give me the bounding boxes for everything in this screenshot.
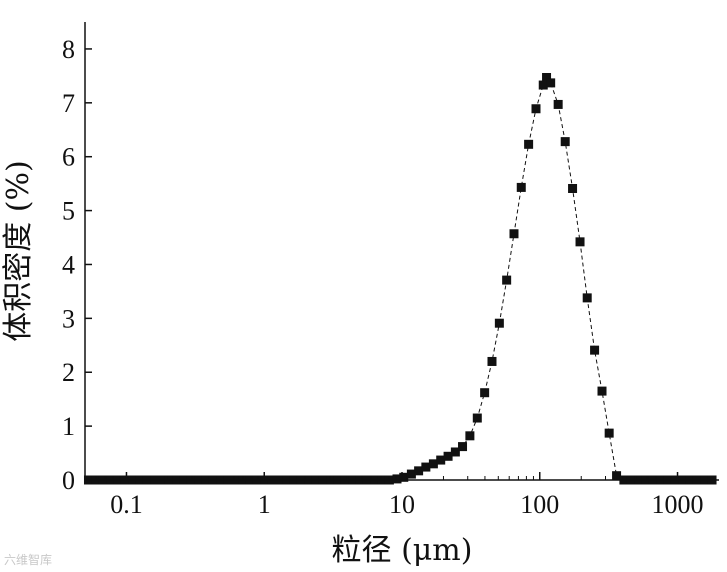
data-point [414,466,424,476]
data-point [436,455,446,465]
data-point [546,78,556,88]
data-point [480,388,490,398]
data-point [597,386,607,396]
data-point [542,72,552,82]
data-point [524,139,534,149]
y-tick-label: 5 [62,197,75,226]
data-point [582,293,592,303]
data-point [604,428,614,438]
data-point [612,471,622,481]
data-point [487,356,497,366]
axes [84,22,719,481]
y-tick-label: 1 [62,412,75,441]
y-tick-label: 6 [62,143,75,172]
data-point [590,345,600,355]
data-point [531,104,541,114]
data-point [465,431,475,441]
data-point [443,451,453,461]
data-point [494,318,504,328]
y-tick-label: 0 [62,466,75,495]
data-point [458,442,468,452]
data-point [472,413,482,423]
y-tick-label: 3 [62,304,75,333]
data-point [560,137,570,147]
x-tick-label: 100 [520,490,559,519]
data-point [406,469,416,479]
data-point [428,459,438,469]
data-point [568,183,578,193]
x-tick-label: 1000 [652,490,704,519]
y-tick-label: 8 [62,35,75,64]
data-point [516,182,526,192]
watermark-logo: 六维智库 [4,553,53,567]
x-tick-label: 0.1 [110,490,143,519]
tick-marks [85,48,679,481]
x-axis-title: 粒径 (μm) [332,533,473,568]
plot-area [83,72,717,485]
y-tick-label: 4 [62,250,75,279]
y-tick-label: 2 [62,358,75,387]
data-point [421,462,431,472]
y-tick-label: 7 [62,89,75,118]
data-point [575,237,585,247]
data-point [538,80,548,90]
data-point [450,447,460,457]
x-tick-label: 1 [258,490,271,519]
tick-labels: 0 1 2 3 4 5 6 7 8 0.1 1 10 100 1000 [62,35,704,519]
data-point [399,472,409,482]
data-point [392,474,402,484]
series-line [88,76,713,481]
data-point [509,229,519,239]
x-tick-label: 10 [389,490,415,519]
data-point [553,99,563,109]
data-point [502,275,512,285]
y-axis-title: 体积密度 (%) [1,160,36,341]
